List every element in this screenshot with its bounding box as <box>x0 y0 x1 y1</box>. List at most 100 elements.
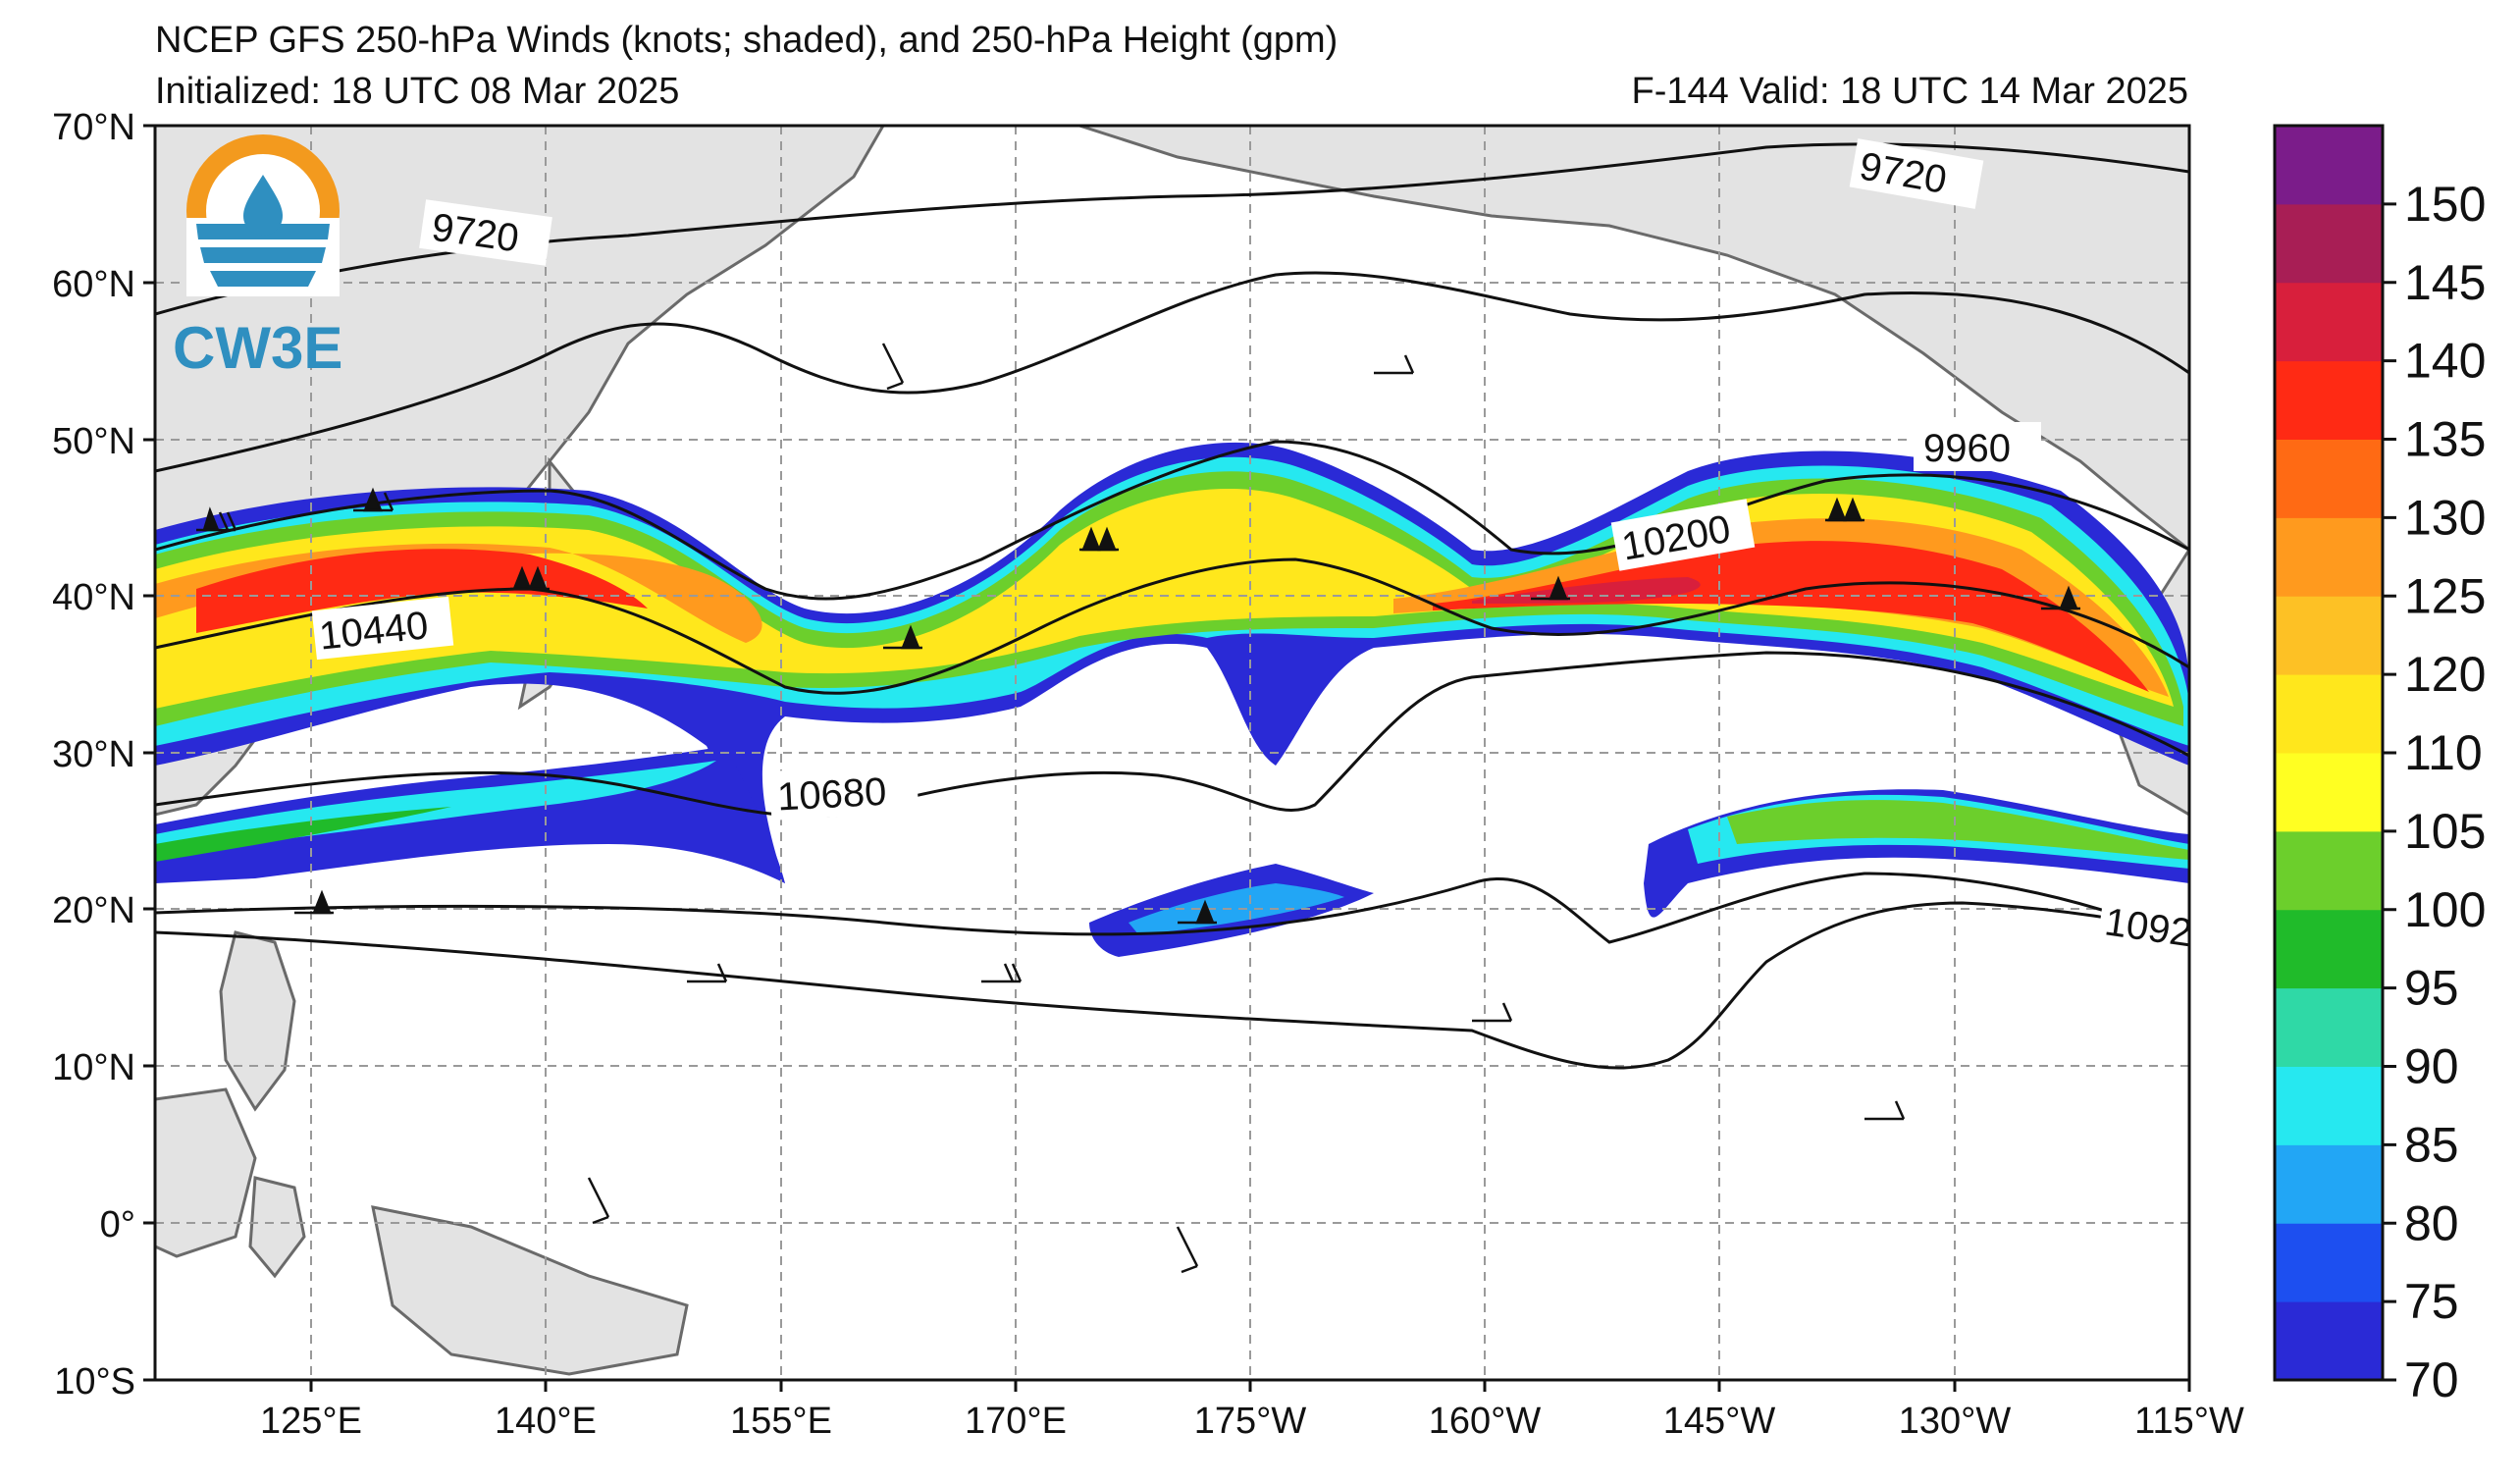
new-guinea <box>371 1205 689 1376</box>
wind-barb <box>294 889 334 915</box>
borneo <box>155 1087 257 1258</box>
wind-barb <box>587 1177 610 1225</box>
logo-text: CW3E <box>173 315 342 381</box>
wind-barb <box>353 487 394 512</box>
tropical-jet-west-green <box>155 807 451 862</box>
colorbar-swatch <box>2275 126 2383 205</box>
wind-barb <box>981 963 1023 983</box>
wind-barb <box>1825 497 1864 522</box>
colorbar-swatch <box>2275 439 2383 518</box>
colorbar <box>2273 124 2396 1382</box>
wind-barbs <box>196 343 2080 1274</box>
lat-label: 20°N <box>52 890 135 931</box>
lon-labels: 125°E 140°E 155°E 170°E 175°W 160°W 145°… <box>260 1401 2244 1442</box>
lon-label: 175°W <box>1194 1401 1307 1442</box>
lat-label: 10°N <box>52 1047 135 1088</box>
colorbar-swatch <box>2275 1066 2383 1145</box>
lat-label: 70°N <box>52 107 135 148</box>
lon-axis <box>309 1380 2191 1392</box>
colorbar-swatch <box>2275 1223 2383 1302</box>
lon-label: 115°W <box>2134 1401 2244 1442</box>
lon-label: 140°E <box>495 1401 597 1442</box>
colorbar-label: 150 <box>2404 177 2486 232</box>
colorbar-swatch <box>2275 830 2383 911</box>
graticule <box>155 126 2189 1380</box>
colorbar-label: 145 <box>2404 255 2486 310</box>
wind-barb <box>2041 585 2080 610</box>
colorbar-label: 85 <box>2404 1117 2459 1172</box>
colorbar-label: 120 <box>2404 647 2486 702</box>
raindrop-icon <box>243 175 283 236</box>
colorbar-label: 75 <box>2404 1274 2459 1329</box>
lon-label: 145°W <box>1663 1401 1776 1442</box>
lat-labels: 70°N 60°N 50°N 40°N 30°N 20°N 10°N 0° 10… <box>52 107 135 1403</box>
wind-barb <box>881 343 905 391</box>
colorbar-label: 100 <box>2404 882 2486 937</box>
colorbar-label: 135 <box>2404 412 2486 467</box>
lon-label: 125°E <box>260 1401 362 1442</box>
lat-label: 40°N <box>52 577 135 618</box>
wind-barb <box>1178 899 1217 925</box>
lon-label: 130°W <box>1899 1401 2012 1442</box>
colorbar-swatch <box>2275 753 2383 832</box>
colorbar-label: 140 <box>2404 334 2486 389</box>
wind-barb <box>1079 526 1119 552</box>
alaska-landmass <box>1078 126 2189 552</box>
contour-9960 <box>155 271 2189 473</box>
wind-barb <box>687 963 728 983</box>
wind-barb <box>1374 354 1415 375</box>
lat-label: 0° <box>100 1204 135 1245</box>
lat-label: 50°N <box>52 421 135 462</box>
wind-barb <box>1531 575 1570 601</box>
colorbar-label: 125 <box>2404 568 2486 623</box>
wind-barb <box>196 506 237 532</box>
contour-10680 <box>155 651 2189 819</box>
colorbar-label: 110 <box>2404 725 2483 780</box>
colorbar-swatch <box>2275 909 2383 989</box>
lat-label: 10°S <box>54 1361 135 1403</box>
lon-label: 160°W <box>1429 1401 1542 1442</box>
wind-barb <box>883 624 922 650</box>
wind-barb <box>1864 1100 1906 1121</box>
lat-label: 30°N <box>52 734 135 775</box>
colorbar-swatch <box>2275 1144 2383 1224</box>
cw3e-logo: CW3E <box>173 134 342 381</box>
colorbar-swatch <box>2275 987 2383 1067</box>
contour-label: 10680 <box>776 770 887 820</box>
jet-core-east-crimson <box>1472 577 1701 604</box>
lat-label: 60°N <box>52 264 135 305</box>
lon-label: 170°E <box>965 1401 1067 1442</box>
sulawesi <box>248 1176 306 1279</box>
colorbar-label: 90 <box>2404 1039 2459 1094</box>
contour-label: 9960 <box>1923 427 2011 470</box>
contour-label-boxes <box>311 138 2189 957</box>
colorbar-label: 105 <box>2404 804 2486 859</box>
map-title: NCEP GFS 250-hPa Winds (knots; shaded), … <box>155 20 1339 61</box>
init-time: Initialized: 18 UTC 08 Mar 2025 <box>155 71 680 112</box>
colorbar-labels: 70 75 80 85 90 95 100 105 110 120 125 130 135 140 145 1… <box>2404 177 2486 1407</box>
lon-label: 155°E <box>730 1401 832 1442</box>
jet-core-west <box>196 549 648 633</box>
colorbar-label: 130 <box>2404 490 2486 545</box>
wind-barb <box>1176 1226 1199 1274</box>
lat-axis <box>143 124 155 1382</box>
subtropical-jet-east-green <box>1727 800 2189 860</box>
colorbar-swatch <box>2275 1301 2383 1381</box>
contour-10920 <box>155 872 2189 944</box>
colorbar-label: 70 <box>2404 1352 2459 1407</box>
colorbar-swatch <box>2275 596 2383 675</box>
colorbar-label: 95 <box>2404 961 2459 1016</box>
colorbar-label: 80 <box>2404 1195 2459 1250</box>
colorbar-swatch <box>2275 203 2383 284</box>
colorbar-swatch <box>2275 517 2383 597</box>
jet-core-east-red <box>1433 541 2149 692</box>
wind-barb <box>1472 1002 1513 1023</box>
contour-10200 <box>155 440 2189 601</box>
colorbar-swatch <box>2275 282 2383 362</box>
valid-time: F-144 Valid: 18 UTC 14 Mar 2025 <box>1631 71 2188 112</box>
wind-barb <box>510 565 550 591</box>
colorbar-swatch <box>2275 674 2383 754</box>
colorbar-swatch <box>2275 360 2383 440</box>
contour-south <box>155 901 2189 1070</box>
